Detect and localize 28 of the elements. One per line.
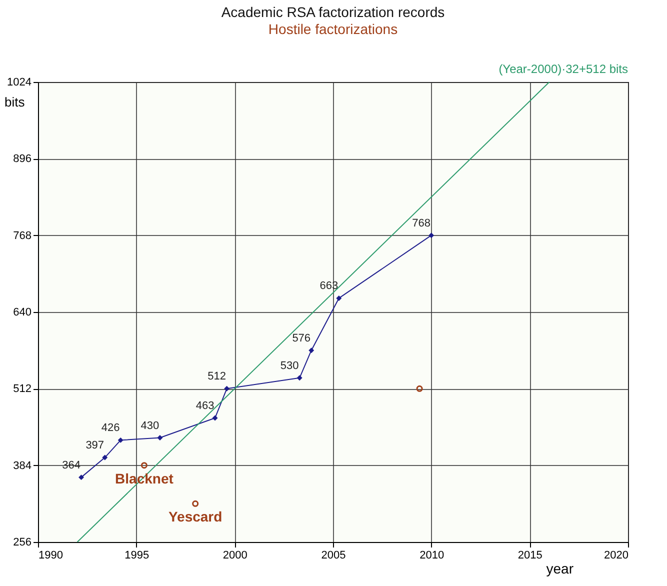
data-label: 430: [140, 420, 160, 432]
data-label: 463: [196, 400, 214, 412]
data-label: 768: [412, 217, 431, 230]
data-label: 530: [280, 360, 299, 372]
y-tick-label: 384: [13, 460, 32, 472]
y-tick-label: 768: [13, 230, 32, 242]
x-tick-label: 2005: [321, 550, 346, 562]
annotation: Yescard: [168, 508, 222, 525]
text: Hostile factorizations: [268, 21, 398, 37]
y-axis-title: bits: [4, 94, 26, 110]
series-label: (Year-2000)·32+512 bits: [498, 62, 628, 76]
x-axis-title: year: [546, 560, 574, 576]
data-label: 397: [86, 440, 104, 452]
data-label: 426: [101, 422, 120, 434]
x-tick-label: 2020: [604, 550, 628, 562]
chart-title: Academic RSA factorization records: [221, 4, 445, 20]
y-tick-label: 1024: [7, 76, 32, 88]
data-label: 576: [292, 332, 311, 344]
y-tick-label: 640: [13, 306, 32, 318]
y-tick-label: 256: [13, 536, 32, 548]
x-tick-label: 1995: [124, 550, 150, 562]
x-tick-label: 2015: [518, 550, 542, 562]
x-tick-label: 2000: [222, 550, 248, 562]
x-tick-label: 1990: [38, 550, 63, 562]
data-label: 512: [208, 370, 226, 383]
y-tick-label: 896: [13, 153, 32, 166]
x-tick-label: 2010: [420, 550, 444, 562]
y-tick-label: 512: [13, 383, 32, 396]
